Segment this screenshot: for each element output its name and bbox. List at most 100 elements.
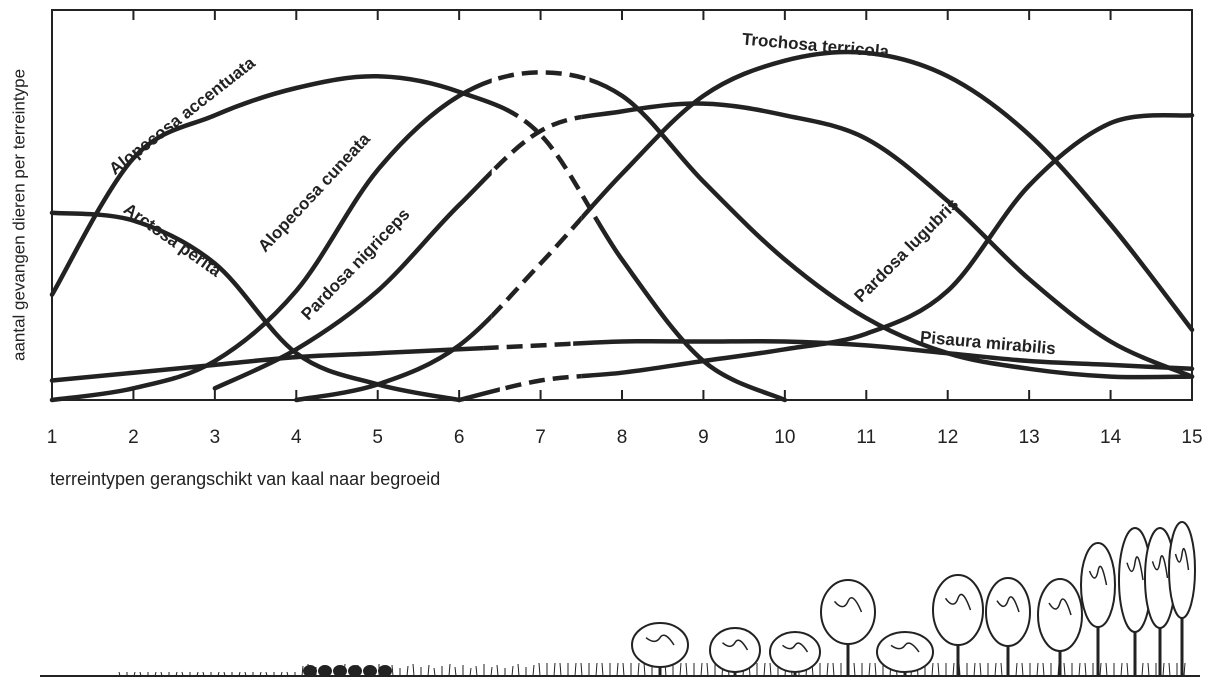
grass (854, 663, 855, 676)
shrub (319, 666, 331, 676)
x-tick-label: 9 (698, 427, 709, 448)
grass (512, 666, 513, 676)
grass (617, 663, 618, 676)
vegetation-illustration (40, 522, 1200, 676)
grass (1169, 663, 1170, 676)
grass (770, 663, 771, 676)
grass (1001, 663, 1002, 676)
grass (602, 663, 603, 676)
grass (644, 663, 645, 676)
grass (995, 663, 996, 676)
x-tick-label: 1 (47, 427, 58, 448)
grass (1085, 663, 1086, 676)
grass (1079, 663, 1080, 676)
grass (497, 665, 498, 676)
grass (833, 663, 834, 676)
grass (980, 663, 981, 676)
grass (476, 666, 477, 676)
x-tick-label: 5 (372, 427, 383, 448)
grass (1064, 663, 1065, 676)
grass (413, 664, 414, 676)
series-line (459, 115, 1192, 400)
grass (1148, 663, 1149, 676)
grass (1043, 663, 1044, 676)
x-tick-label: 11 (856, 427, 876, 448)
grass (581, 663, 582, 676)
grass (491, 667, 492, 676)
grass (932, 663, 933, 676)
series-line-dashed (296, 52, 1192, 400)
shrub (364, 666, 376, 676)
series-line (296, 52, 1192, 400)
page: aantal gevangen dieren per terreintype t… (0, 0, 1212, 684)
tree-crown (632, 623, 688, 667)
grass (638, 663, 639, 676)
grass (428, 665, 429, 676)
tree-crown (1081, 543, 1115, 627)
chart: aantal gevangen dieren per terreintype t… (0, 0, 1212, 679)
grass (680, 663, 681, 676)
grass (701, 663, 702, 676)
grass (575, 663, 576, 676)
grass (707, 663, 708, 676)
tree-crown (877, 632, 933, 672)
shrub (379, 666, 391, 676)
tree-crown (933, 575, 983, 645)
grass (938, 663, 939, 676)
grass (974, 663, 975, 676)
x-tick-label: 13 (1019, 427, 1040, 448)
grass (455, 667, 456, 676)
x-axis-label: terreintypen gerangschikt van kaal naar … (50, 469, 440, 489)
grass (539, 663, 540, 676)
x-tick-label: 7 (535, 427, 546, 448)
x-tick-label: 6 (454, 427, 465, 448)
grass (764, 663, 765, 676)
series-label: Alopecosa accentuata (106, 53, 260, 179)
grass (1184, 663, 1185, 676)
tree-crown (710, 628, 760, 672)
grass (1163, 663, 1164, 676)
grass (686, 663, 687, 676)
tree-crown (821, 580, 875, 644)
grass (518, 664, 519, 676)
grass (596, 663, 597, 676)
x-tick-label: 12 (937, 427, 958, 448)
grass (392, 665, 393, 676)
grass (554, 663, 555, 676)
grass (407, 666, 408, 676)
grass (1127, 663, 1128, 676)
grass (1016, 663, 1017, 676)
x-tick-label: 3 (210, 427, 221, 448)
grass (449, 664, 450, 676)
series-label: Alopecosa cuneata (254, 129, 374, 256)
x-tick-label: 10 (774, 427, 795, 448)
grass (827, 663, 828, 676)
tree-crown (1169, 522, 1195, 618)
tree-crown (986, 578, 1030, 646)
grass (869, 663, 870, 676)
grass (1106, 663, 1107, 676)
grass (560, 663, 561, 676)
x-tick-label: 4 (291, 427, 302, 448)
grass (302, 666, 303, 676)
shrub (304, 666, 316, 676)
grass (623, 663, 624, 676)
grass (533, 665, 534, 676)
grass (470, 668, 471, 676)
grass (1022, 663, 1023, 676)
series-label: Arctosa perita (120, 199, 225, 280)
tree-crown (1038, 579, 1082, 651)
grass (875, 663, 876, 676)
series-label: Pardosa lugubris (851, 194, 963, 306)
x-tick-label: 14 (1100, 427, 1122, 448)
y-axis-label: aantal gevangen dieren per terreintype (9, 69, 28, 361)
grass (1142, 663, 1143, 676)
shrub (334, 666, 346, 676)
grass (1100, 663, 1101, 676)
tree-crown (770, 632, 820, 672)
grass (953, 663, 954, 676)
grass (1121, 663, 1122, 676)
grass (434, 668, 435, 676)
series-line-dashed (459, 115, 1192, 400)
x-tick-label: 15 (1181, 427, 1202, 448)
